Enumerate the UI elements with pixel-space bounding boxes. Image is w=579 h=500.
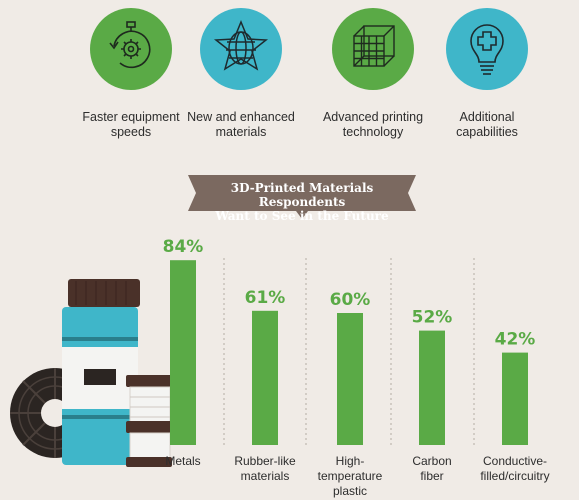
bar bbox=[170, 260, 196, 445]
icon-label-new-materials: New and enhanced materials bbox=[187, 110, 295, 139]
value-label: 61% bbox=[245, 288, 286, 308]
lightbulb-plus-icon bbox=[446, 8, 528, 90]
icon-item-advanced-printing: Advanced printing technology bbox=[303, 8, 443, 140]
value-label: 60% bbox=[330, 290, 371, 310]
bar bbox=[337, 313, 363, 445]
wire-cube-icon bbox=[332, 8, 414, 90]
category-label: Carbon fiber bbox=[412, 454, 451, 483]
stopwatch-gear-icon bbox=[90, 8, 172, 90]
bar bbox=[252, 310, 278, 445]
icon-label-additional-capabilities: Additional capabilities bbox=[456, 110, 518, 139]
chart-title: 3D-Printed Materials Respondents Want to… bbox=[215, 181, 389, 223]
icon-label-advanced-printing: Advanced printing technology bbox=[322, 110, 424, 139]
icon-item-additional-capabilities: Additional capabilities bbox=[417, 8, 557, 140]
category-label: Rubber-like materials bbox=[234, 454, 296, 483]
category-label: Metals bbox=[165, 454, 200, 468]
bar bbox=[502, 352, 528, 445]
icon-row: Faster equipment speeds New and enhanced… bbox=[0, 0, 579, 150]
banner-ribbon bbox=[188, 175, 416, 219]
icon-label-faster-speeds: Faster equipment speeds bbox=[82, 110, 180, 139]
icon-item-new-materials: New and enhanced materials bbox=[171, 8, 311, 140]
category-label: High-temperature plastic bbox=[318, 454, 383, 498]
value-label: 52% bbox=[412, 308, 453, 328]
wire-star-icon bbox=[200, 8, 282, 90]
materials-illustration bbox=[10, 279, 172, 467]
bar bbox=[419, 330, 445, 445]
icon-item-faster-speeds: Faster equipment speeds bbox=[61, 8, 201, 140]
value-label: 42% bbox=[495, 330, 536, 350]
bar-chart: 84% 61% 60% 52% 42% Metals Rubber-like materia… bbox=[10, 237, 550, 498]
category-label: Conductive-filled/circuitry bbox=[480, 454, 549, 483]
chart-title-banner: 3D-Printed Materials Respondents Want to… bbox=[188, 175, 416, 223]
value-label: 84% bbox=[163, 237, 204, 257]
